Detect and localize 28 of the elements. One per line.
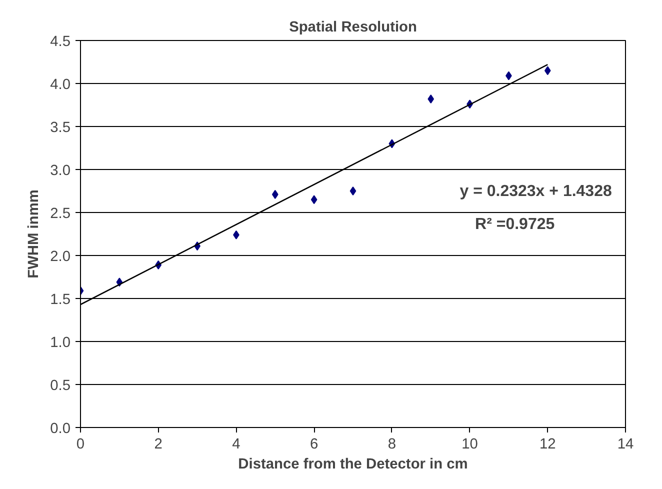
y-tick-label: 0.5 [50,378,70,394]
x-tick-label: 14 [617,436,634,452]
y-tick-label: 2.5 [50,206,70,222]
point [428,94,434,104]
chart-title: Spatial Resolution [289,20,417,36]
x-axis-title: Distance from the Detector in cm [238,456,468,472]
y-tick-label: 1.0 [50,335,70,351]
x-tick-label: 2 [154,436,162,452]
annotation: R² =0.9725 [475,216,555,233]
x-tick-label: 10 [462,436,478,452]
y-tick-label: 4.0 [50,77,70,93]
y-tick-label: 2.0 [50,249,70,265]
y-tick-label: 3.0 [50,163,70,179]
y-axis-title: FWHM inmm [26,190,42,278]
annotation: y = 0.2323x + 1.4328 [460,182,612,200]
x-tick-label: 8 [388,436,396,452]
y-tick-label: 1.5 [50,292,70,308]
point [544,66,551,76]
point [350,186,356,196]
point [272,190,278,199]
x-tick-label: 6 [310,436,318,452]
point [310,195,318,204]
x-tick-label: 12 [539,436,556,452]
x-tick-label: 0 [76,436,85,452]
y-tick-label: 3.5 [50,120,70,136]
y-tick-label: 4.5 [50,34,70,50]
y-tick-label: 0.0 [50,421,70,437]
x-tick-label: 4 [232,436,240,452]
